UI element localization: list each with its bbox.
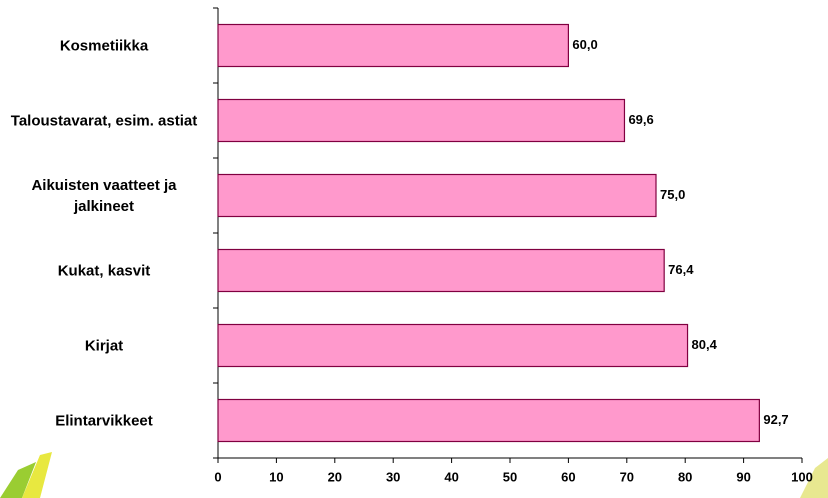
- value-label: 92,7: [763, 412, 788, 427]
- x-tick-label: 70: [620, 469, 634, 484]
- x-tick-label: 0: [214, 469, 221, 484]
- bar: [217, 248, 665, 293]
- category-label: Aikuisten vaatteet ja jalkineet: [31, 176, 177, 215]
- x-tick-label: 60: [561, 469, 575, 484]
- value-label: 75,0: [660, 187, 685, 202]
- category-label: Elintarvikkeet: [55, 412, 153, 429]
- decoration: [800, 458, 828, 498]
- x-tick-label: 90: [736, 469, 750, 484]
- category-label: Taloustavarat, esim. astiat: [10, 112, 198, 129]
- value-label: 60,0: [572, 37, 597, 52]
- category-label: Kukat, kasvit: [57, 262, 151, 279]
- x-tick-label: 40: [444, 469, 458, 484]
- value-label: 76,4: [668, 262, 694, 277]
- decoration: [0, 462, 36, 498]
- x-tick-label: 20: [328, 469, 342, 484]
- value-label: 80,4: [692, 337, 718, 352]
- category-label: Kirjat: [84, 337, 124, 354]
- x-tick-label: 80: [678, 469, 692, 484]
- x-tick-label: 50: [503, 469, 517, 484]
- bar: [217, 398, 760, 443]
- decoration: [22, 452, 52, 498]
- bar: [217, 323, 689, 368]
- x-tick-label: 100: [791, 469, 813, 484]
- bar: [217, 173, 657, 218]
- x-tick-label: 10: [269, 469, 283, 484]
- x-tick-label: 30: [386, 469, 400, 484]
- value-label: 69,6: [628, 112, 653, 127]
- bar: [217, 23, 569, 68]
- bar: [217, 98, 626, 143]
- category-label: Kosmetiikka: [59, 37, 149, 54]
